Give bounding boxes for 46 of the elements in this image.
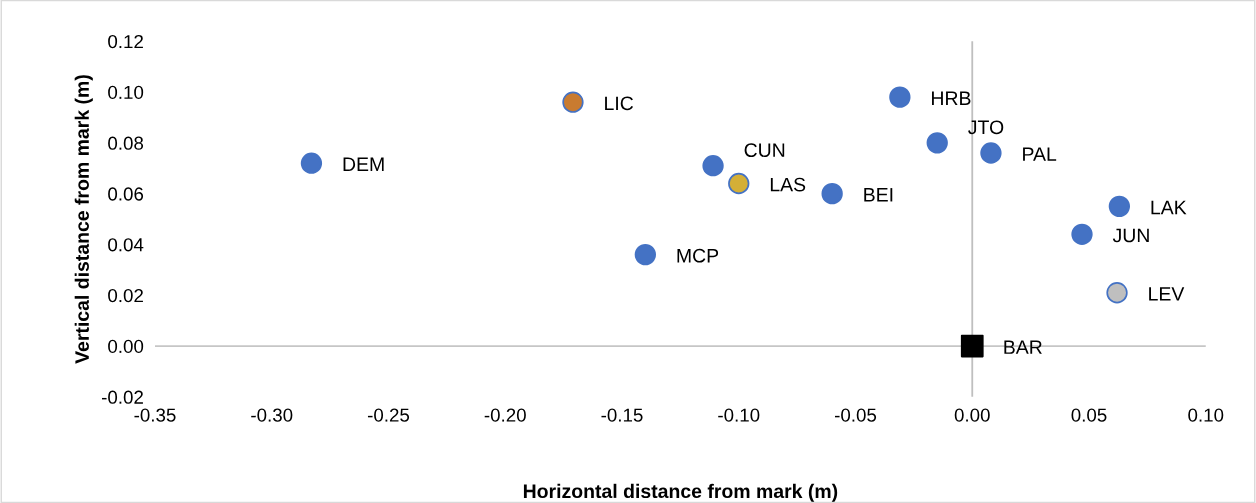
point [926,132,948,154]
x-tick-label: 0.05 [1071,408,1107,422]
annotation: JUN [1112,228,1149,243]
point [980,142,1002,164]
point [889,86,911,108]
point [960,334,984,358]
annotation: CUN [744,143,785,158]
x-tick-label: -0.30 [251,408,293,422]
x-tick-label: 0.00 [954,408,990,422]
y-tick-label: 0.02 [108,288,143,303]
point [702,155,724,177]
point [821,182,843,205]
annotation: LAK [1151,200,1187,215]
y-tick-label: -0.02 [101,390,143,404]
x-tick-label: -0.05 [834,408,877,422]
annotation: LIC [605,96,634,111]
annotation: BAR [1004,340,1042,354]
point [728,172,750,195]
point [300,152,323,174]
x-tick-label: -0.25 [367,408,410,422]
x-tick-label: -0.35 [134,408,176,422]
point [1071,223,1093,245]
x-axis-title: Horizontal distance from mark (m) [523,483,838,502]
annotation: DEM [343,157,384,171]
point [1108,195,1131,218]
y-tick-label: 0.08 [108,136,144,150]
annotation: JTO [968,120,1004,135]
annotation: LAS [770,177,806,192]
y-tick-label: 0.04 [108,238,144,252]
annotation: PAL [1023,147,1057,161]
x-tick-label: -0.10 [718,408,760,422]
point [562,91,584,113]
y-tick-label: 0.10 [108,85,144,100]
y-axis-title: Vertical distance from mark (m) [74,75,93,364]
y-tick-label: 0.12 [108,34,143,49]
x-tick-label: 0.10 [1188,408,1224,422]
y-tick-label: 0.06 [108,187,144,201]
x-tick-label: -0.20 [484,408,526,422]
x-tick-label: -0.15 [601,408,643,422]
annotation: LEV [1149,287,1185,301]
annotation: BEI [864,188,893,202]
point [1106,282,1128,304]
annotation: MCP [677,248,719,263]
y-tick-label: 0.00 [108,339,144,354]
point [634,243,657,266]
annotation: HRB [932,91,971,105]
